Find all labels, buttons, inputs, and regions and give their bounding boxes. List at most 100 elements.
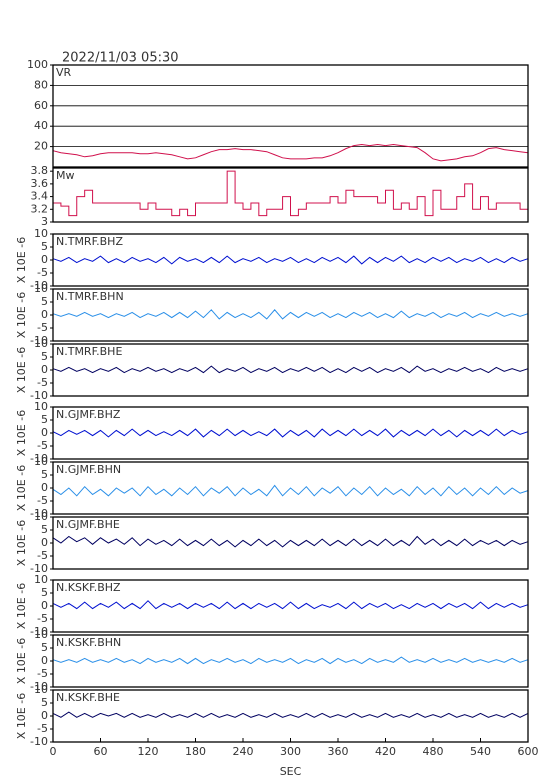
y-axis-label: X 10E -6 — [15, 465, 28, 511]
y-tick-label: 10 — [34, 282, 48, 295]
panel-frame — [52, 516, 529, 570]
y-tick-label: -5 — [37, 549, 48, 562]
y-tick-label: 3.4 — [31, 190, 49, 203]
trace — [52, 535, 529, 548]
x-tick-label: 480 — [423, 745, 444, 758]
panel-frame — [52, 579, 529, 633]
x-tick-label: 600 — [518, 745, 539, 758]
y-tick-label: 0 — [41, 709, 48, 722]
y-axis-label: X 10E -6 — [15, 237, 28, 283]
trace — [52, 484, 529, 497]
y-tick-label: -5 — [37, 266, 48, 279]
y-tick-label: 0 — [41, 599, 48, 612]
x-tick-label: 420 — [375, 745, 396, 758]
trace — [52, 428, 529, 438]
x-tick-label: 60 — [94, 745, 108, 758]
y-tick-label: -5 — [37, 376, 48, 389]
panel-frame — [52, 343, 529, 397]
panel-title: N.TMRF.BHE — [56, 345, 122, 358]
y-tick-label: -10 — [30, 735, 48, 748]
x-tick-label: 180 — [185, 745, 206, 758]
y-tick-label: 5 — [41, 641, 48, 654]
y-tick-label: 3.8 — [31, 164, 49, 177]
panel-frame — [52, 634, 529, 688]
y-tick-label: 5 — [41, 240, 48, 253]
panel-title: N.KSKF.BHZ — [56, 581, 121, 594]
x-tick-label: 360 — [328, 745, 349, 758]
panel-title: N.GJMF.BHE — [56, 518, 120, 531]
y-tick-label: 5 — [41, 413, 48, 426]
y-tick-label: 100 — [27, 58, 48, 71]
y-tick-label: -10 — [30, 389, 48, 402]
y-tick-label: 10 — [34, 227, 48, 240]
trace — [52, 365, 529, 374]
y-tick-label: 5 — [41, 295, 48, 308]
y-axis-label: X 10E -6 — [15, 347, 28, 393]
y-axis-label: X 10E -6 — [15, 292, 28, 338]
y-axis-label: X 10E -6 — [15, 410, 28, 456]
y-tick-label: 10 — [34, 510, 48, 523]
trace — [52, 255, 529, 265]
y-tick-label: -10 — [30, 507, 48, 520]
panel-title: N.GJMF.BHZ — [56, 408, 121, 421]
trace — [52, 656, 529, 665]
y-tick-label: -10 — [30, 452, 48, 465]
panel-frame — [52, 689, 529, 743]
panel-title: Mw — [56, 169, 75, 182]
trace — [52, 144, 529, 162]
y-tick-label: -5 — [37, 722, 48, 735]
y-tick-label: 80 — [34, 78, 48, 91]
y-tick-label: 5 — [41, 586, 48, 599]
panel-frame — [52, 288, 529, 342]
y-tick-label: 0 — [41, 654, 48, 667]
y-tick-label: -10 — [30, 279, 48, 292]
trace — [52, 600, 529, 610]
y-tick-label: 0 — [41, 308, 48, 321]
y-tick-label: 10 — [34, 683, 48, 696]
y-tick-label: 0 — [41, 363, 48, 376]
y-tick-label: -5 — [37, 321, 48, 334]
y-tick-label: -10 — [30, 334, 48, 347]
y-axis-label: X 10E -6 — [15, 638, 28, 684]
x-tick-label: 120 — [138, 745, 159, 758]
timestamp: 2022/11/03 05:30 — [62, 51, 179, 66]
panel-title: N.KSKF.BHE — [56, 691, 120, 704]
x-axis-label: SEC — [280, 765, 302, 778]
x-tick-label: 0 — [50, 745, 57, 758]
y-tick-label: 5 — [41, 350, 48, 363]
y-tick-label: -10 — [30, 625, 48, 638]
y-tick-label: 5 — [41, 696, 48, 709]
y-tick-label: 5 — [41, 523, 48, 536]
y-tick-label: 3.6 — [31, 177, 49, 190]
y-tick-label: 0 — [41, 481, 48, 494]
y-tick-label: -10 — [30, 562, 48, 575]
y-tick-label: 0 — [41, 426, 48, 439]
trace — [53, 170, 529, 217]
y-tick-label: -5 — [37, 667, 48, 680]
panel-frame — [52, 406, 529, 460]
panel-title: N.TMRF.BHN — [56, 290, 124, 303]
x-tick-label: 300 — [280, 745, 301, 758]
panel-title: N.TMRF.BHZ — [56, 235, 123, 248]
panel-title: VR — [56, 66, 72, 79]
y-tick-label: 5 — [41, 468, 48, 481]
y-tick-label: -5 — [37, 439, 48, 452]
panel-title: N.GJMF.BHN — [56, 463, 121, 476]
y-tick-label: -5 — [37, 494, 48, 507]
y-tick-label: 3 — [41, 215, 48, 228]
y-tick-label: 0 — [41, 536, 48, 549]
y-tick-label: -5 — [37, 612, 48, 625]
y-tick-label: 0 — [41, 253, 48, 266]
panel-frame — [52, 64, 529, 168]
y-tick-label: 10 — [34, 400, 48, 413]
trace — [52, 309, 529, 320]
panel-frame — [52, 461, 529, 515]
y-tick-label: 10 — [34, 337, 48, 350]
x-tick-label: 540 — [470, 745, 491, 758]
trace — [52, 711, 529, 718]
panel-frame — [52, 233, 529, 287]
x-tick-label: 240 — [233, 745, 254, 758]
y-axis-label: X 10E -6 — [15, 583, 28, 629]
y-axis-label: X 10E -6 — [15, 520, 28, 566]
